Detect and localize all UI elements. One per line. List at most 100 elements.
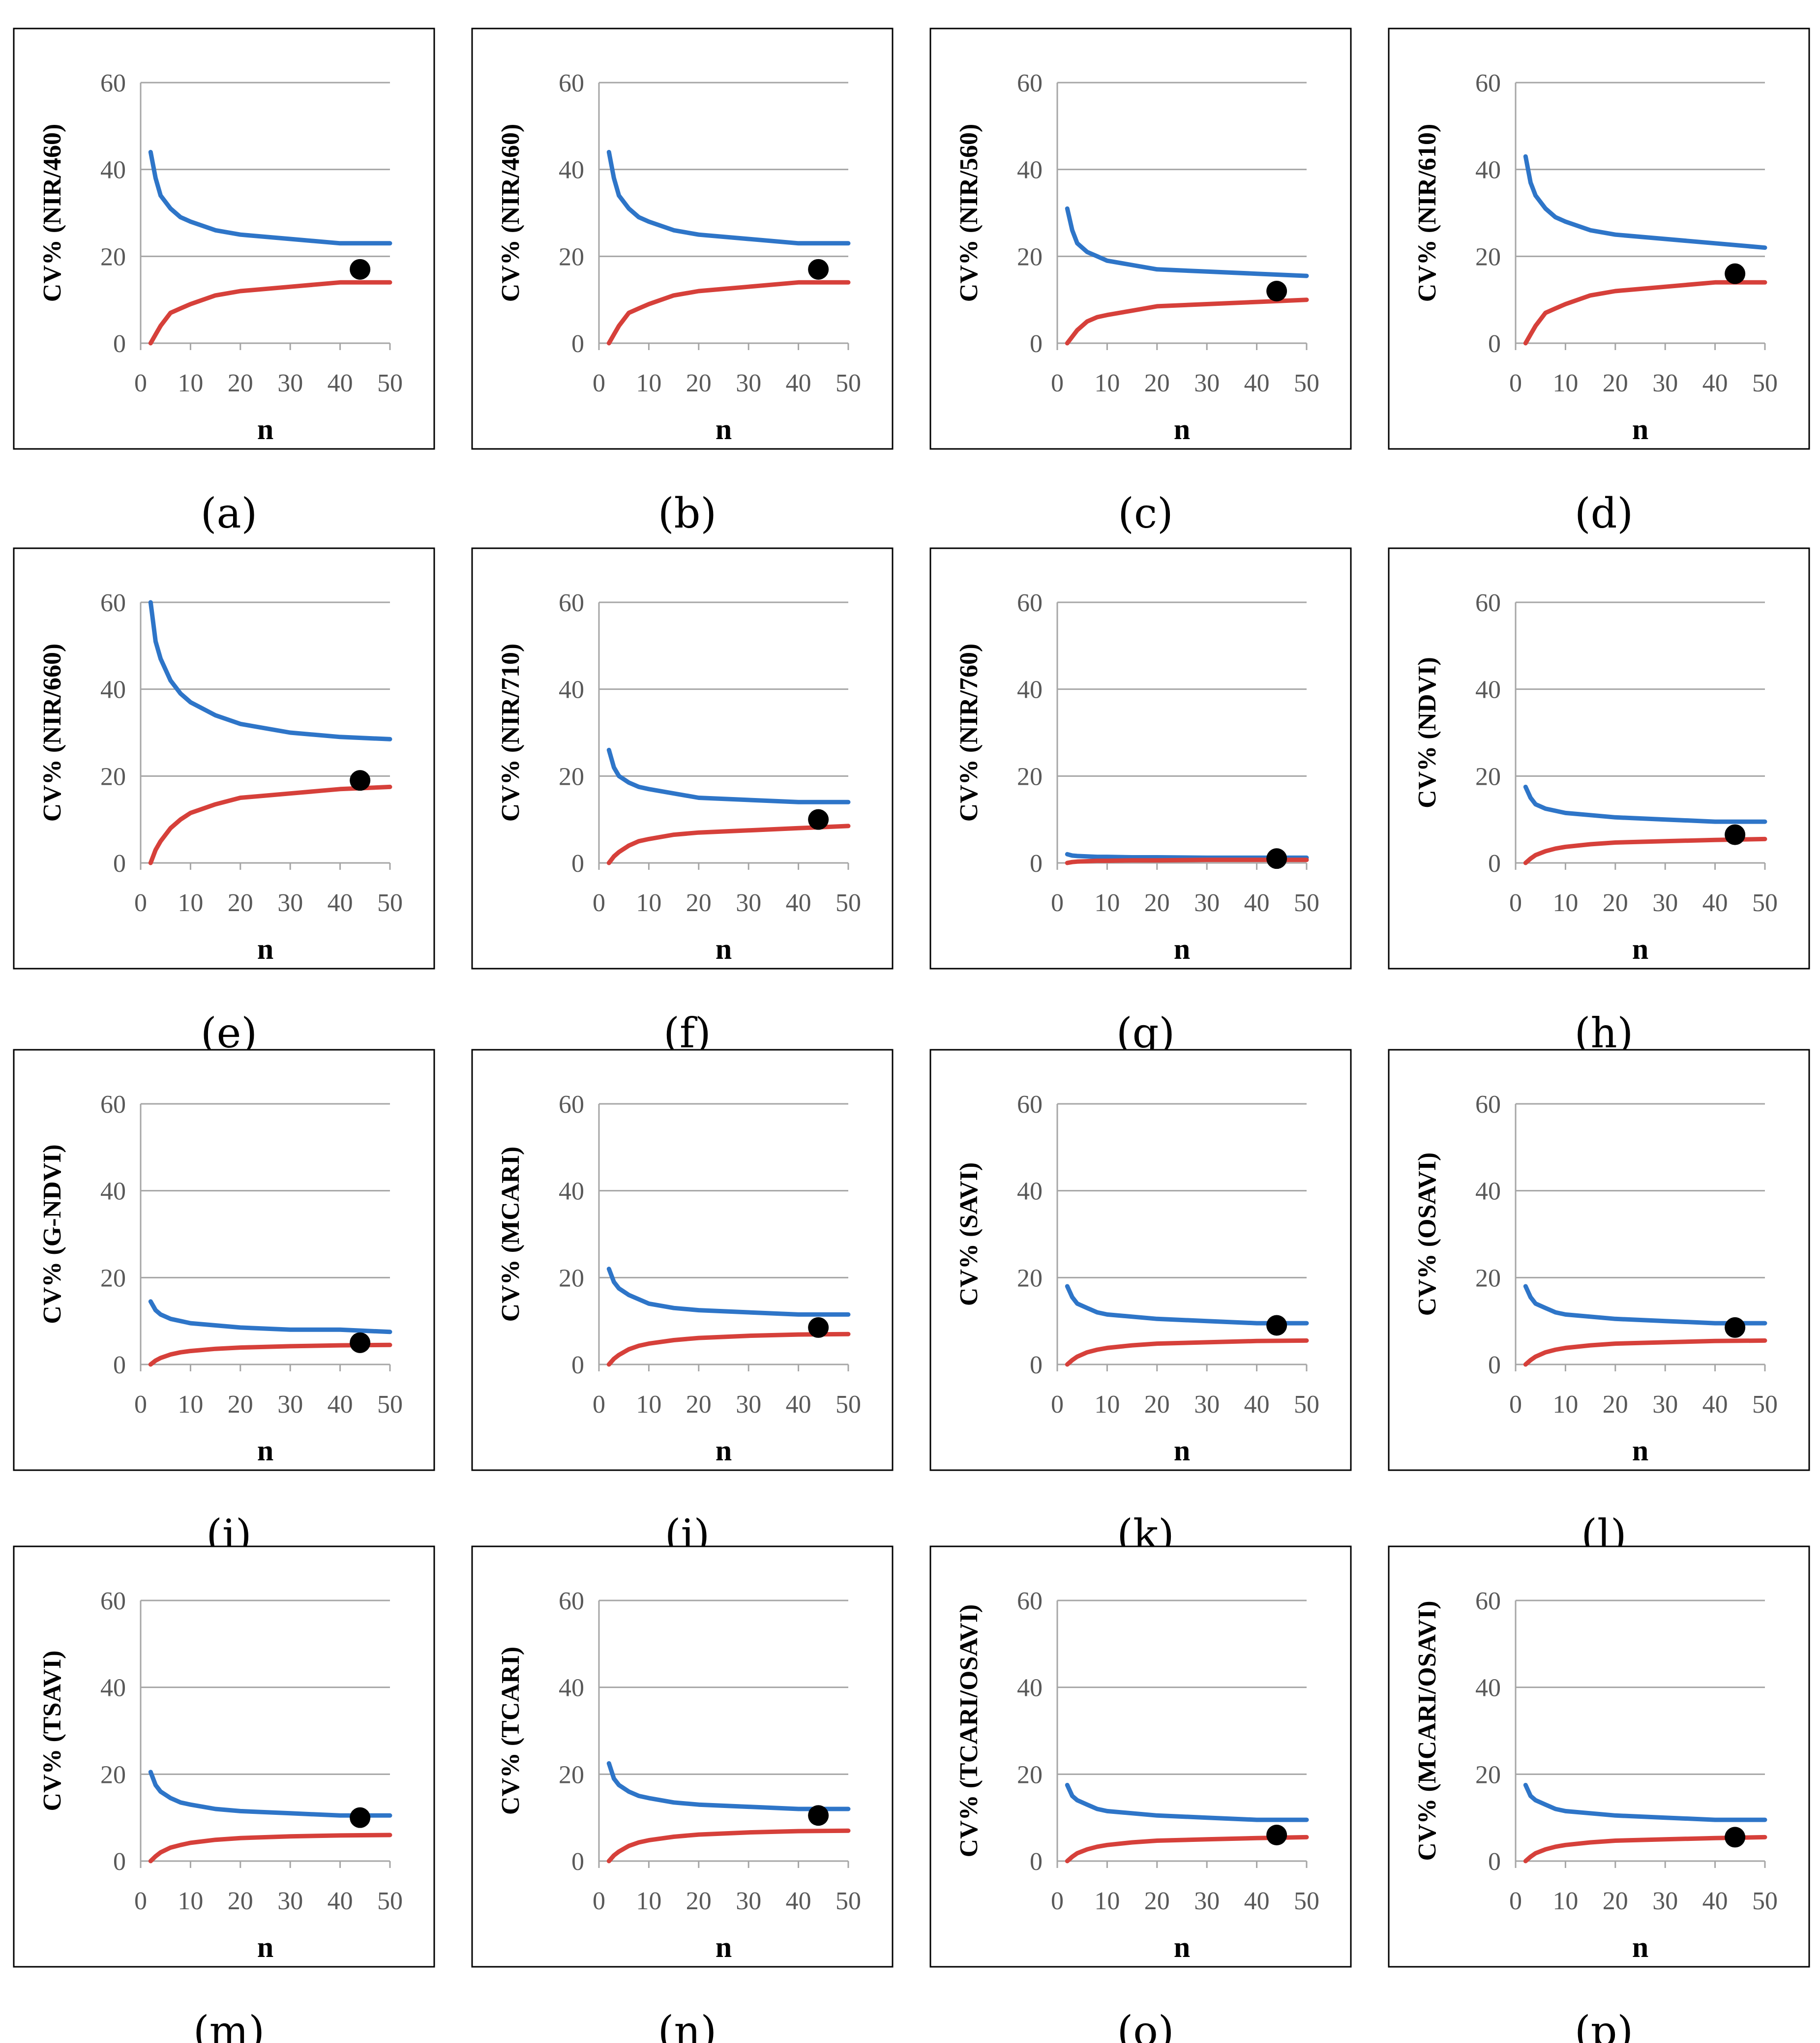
series-line-lower <box>1065 858 1309 865</box>
x-tick-label: 30 <box>736 369 761 397</box>
y-tick-label: 60 <box>1017 1587 1043 1615</box>
y-tick-label: 0 <box>113 1848 126 1876</box>
x-tick-label: 10 <box>636 1391 661 1419</box>
y-tick-label: 60 <box>100 1587 126 1615</box>
chart-panel-a: 0 20 40 60 0 10 20 30 40 50 n CV% (NIR/460) (a) <box>13 28 435 537</box>
x-tick-label: 10 <box>636 1887 661 1915</box>
x-tick-label: 10 <box>1094 369 1120 397</box>
x-tick-label: 30 <box>1194 1391 1220 1419</box>
panel-label: (a) <box>201 489 258 537</box>
y-tick-label: 0 <box>1030 1848 1043 1876</box>
y-tick-label: 20 <box>1017 243 1043 271</box>
y-tick-label: 40 <box>1475 676 1501 704</box>
x-tick-label: 10 <box>636 369 661 397</box>
y-tick-label: 60 <box>1475 1091 1501 1119</box>
y-tick-label: 20 <box>559 1761 584 1789</box>
y-tick-label: 60 <box>100 589 126 617</box>
y-tick-label: 60 <box>559 589 584 617</box>
chart-frame <box>929 547 1352 970</box>
series-line-lower <box>148 1342 392 1367</box>
y-tick-label: 0 <box>113 330 126 358</box>
y-tick-label: 20 <box>1475 763 1501 791</box>
x-tick-label: 40 <box>1702 369 1728 397</box>
chart-frame <box>1388 1049 1810 1471</box>
y-tick-label: 60 <box>100 69 126 97</box>
y-tick-label: 60 <box>1475 589 1501 617</box>
x-tick-label: 40 <box>1702 889 1728 917</box>
y-tick-label: 20 <box>1017 1264 1043 1292</box>
x-tick-label: 20 <box>1603 1887 1628 1915</box>
x-tick-label: 50 <box>835 1391 861 1419</box>
x-tick-label: 0 <box>134 1887 147 1915</box>
x-tick-label: 20 <box>228 889 253 917</box>
x-tick-label: 40 <box>328 1391 353 1419</box>
y-tick-label: 40 <box>559 676 584 704</box>
y-axis-title: CV% (TCARI/OSAVI) <box>955 1604 983 1858</box>
series-line-upper <box>1065 1284 1309 1326</box>
y-tick-label: 60 <box>1017 69 1043 97</box>
series-line-upper <box>1065 1782 1309 1822</box>
x-axis-title: n <box>257 1434 273 1467</box>
y-tick-label: 40 <box>1475 1178 1501 1206</box>
x-tick-label: 20 <box>1144 1887 1170 1915</box>
x-tick-label: 0 <box>593 889 605 917</box>
x-axis-title: n <box>257 1931 273 1963</box>
x-tick-label: 10 <box>1094 1391 1120 1419</box>
series-line-lower <box>1065 297 1309 346</box>
y-tick-label: 0 <box>1488 1848 1501 1876</box>
chart-panel-m: 0 20 40 60 0 10 20 30 40 50 n CV% (TSAVI) (m) <box>13 1545 435 2043</box>
panel-label: (o) <box>1117 2007 1174 2043</box>
y-tick-label: 40 <box>559 1178 584 1206</box>
x-tick-label: 20 <box>686 889 712 917</box>
x-tick-label: 50 <box>1752 1887 1778 1915</box>
y-tick-label: 20 <box>559 1264 584 1292</box>
y-axis-title: CV% (NIR/710) <box>497 644 525 822</box>
x-tick-label: 20 <box>1144 889 1170 917</box>
y-tick-label: 40 <box>100 1674 126 1702</box>
x-tick-label: 40 <box>786 1887 811 1915</box>
y-tick-label: 40 <box>100 156 126 184</box>
y-tick-label: 20 <box>100 1264 126 1292</box>
x-tick-label: 30 <box>1652 369 1678 397</box>
x-tick-label: 20 <box>1144 1391 1170 1419</box>
x-tick-label: 0 <box>1509 1391 1522 1419</box>
x-tick-label: 50 <box>1294 1391 1319 1419</box>
x-tick-label: 30 <box>277 889 303 917</box>
chart-panel-c: 0 20 40 60 0 10 20 30 40 50 n CV% (NIR/560) (c) <box>929 28 1352 537</box>
data-point-observed <box>1266 1825 1287 1845</box>
series-line-upper <box>1523 1284 1767 1326</box>
x-tick-label: 20 <box>1603 1391 1628 1419</box>
data-point-observed <box>808 259 829 280</box>
x-tick-label: 40 <box>1244 369 1270 397</box>
series-line-upper <box>1065 206 1309 278</box>
x-tick-label: 50 <box>377 1887 403 1915</box>
x-tick-label: 0 <box>1051 1391 1064 1419</box>
panel-label: (p) <box>1575 2007 1633 2043</box>
y-tick-label: 60 <box>1017 589 1043 617</box>
y-tick-label: 20 <box>559 243 584 271</box>
y-tick-label: 20 <box>100 1761 126 1789</box>
x-tick-label: 20 <box>1603 369 1628 397</box>
x-tick-label: 10 <box>1552 1887 1578 1915</box>
y-axis-title: CV% (NIR/560) <box>955 124 983 302</box>
x-tick-label: 0 <box>593 1887 605 1915</box>
chart-frame <box>471 1545 894 1968</box>
series-line-upper <box>1523 154 1767 250</box>
y-tick-label: 0 <box>571 850 584 878</box>
panel-label: (m) <box>193 2007 265 2043</box>
x-tick-label: 50 <box>835 369 861 397</box>
series-line-lower <box>606 1828 851 1864</box>
y-tick-label: 60 <box>1017 1091 1043 1119</box>
data-point-observed <box>1266 848 1287 869</box>
x-tick-label: 40 <box>786 369 811 397</box>
y-tick-label: 20 <box>1475 243 1501 271</box>
chart-frame <box>471 1049 894 1471</box>
series-line-upper <box>1523 1782 1767 1822</box>
x-tick-label: 10 <box>178 369 203 397</box>
x-tick-label: 50 <box>1752 369 1778 397</box>
